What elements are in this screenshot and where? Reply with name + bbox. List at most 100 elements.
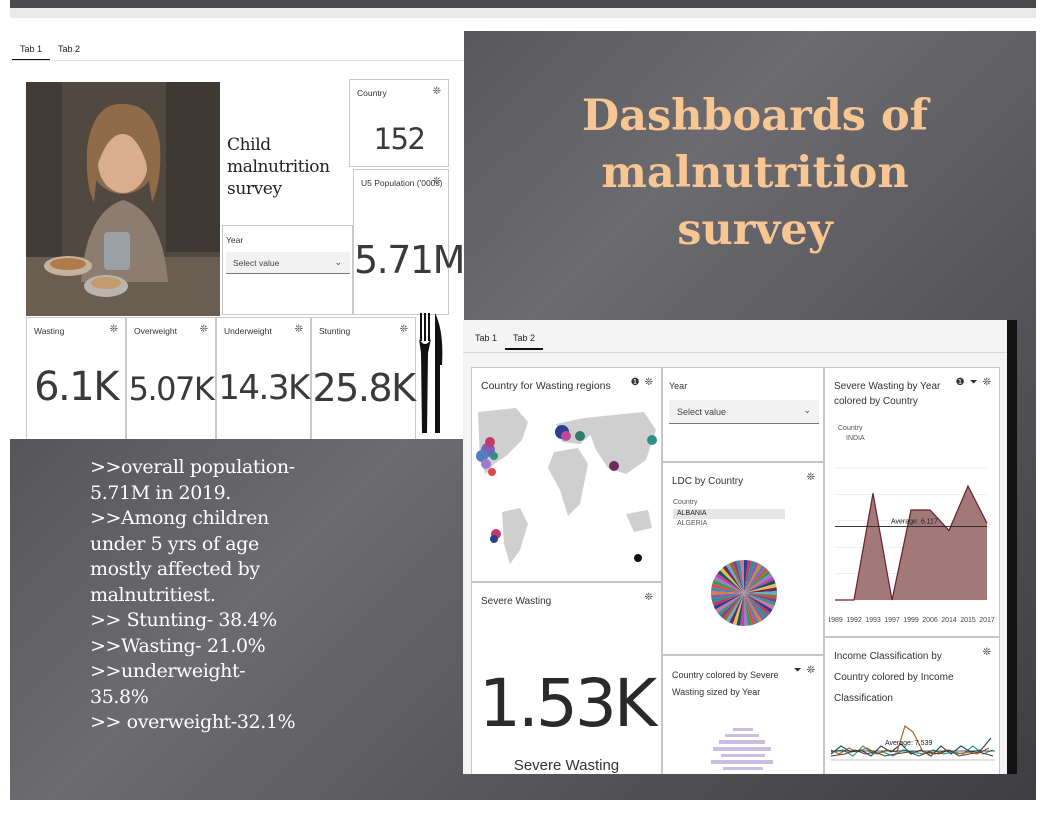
settings-icon[interactable]: ❊ xyxy=(806,472,815,483)
pie-slice[interactable] xyxy=(729,561,744,593)
settings-icon[interactable]: ❊ xyxy=(982,377,991,388)
pie-slice[interactable] xyxy=(744,563,763,593)
pie-slice[interactable] xyxy=(744,576,775,594)
income-classification-panel[interactable]: Income Classification by Country colored… xyxy=(824,637,1000,774)
u5-population-kpi-tile[interactable]: U5 Population ('000s) ❊ 5.71M xyxy=(353,169,464,315)
settings-icon[interactable]: ❊ xyxy=(199,324,208,335)
tab-2[interactable]: Tab 2 xyxy=(58,44,81,54)
legend-item-algeria[interactable]: ALGERIA xyxy=(677,520,708,527)
pie-slice[interactable] xyxy=(744,593,752,626)
word-cloud[interactable] xyxy=(693,726,793,774)
legend-item-albania[interactable]: ALBANIA xyxy=(673,509,785,519)
pie-slice[interactable] xyxy=(713,593,744,610)
country-kpi-tile[interactable]: Country ❊ 152 xyxy=(349,79,449,167)
pie-slice[interactable] xyxy=(722,593,744,621)
pie-slice[interactable] xyxy=(744,593,756,626)
tab-2[interactable]: Tab 2 xyxy=(505,330,544,350)
pie-slice[interactable] xyxy=(744,567,769,593)
area-india[interactable] xyxy=(835,486,987,600)
pie-slice[interactable] xyxy=(744,593,776,607)
pie-slice[interactable] xyxy=(711,583,744,593)
pie-slice[interactable] xyxy=(712,593,744,607)
settings-icon[interactable]: ❊ xyxy=(806,665,815,676)
year-select[interactable]: Select value ⌄ xyxy=(669,400,819,424)
pie-slice[interactable] xyxy=(744,593,766,621)
pie-slice[interactable] xyxy=(740,593,744,626)
pie-slice[interactable] xyxy=(744,573,773,593)
severe-wasting-by-year-panel[interactable]: Severe Wasting by Year colored by Countr… xyxy=(824,367,1000,637)
legend-item-india[interactable]: INDIA xyxy=(846,435,865,442)
filter-icon[interactable]: ⏷ xyxy=(793,665,802,676)
pie-slice[interactable] xyxy=(712,579,744,593)
settings-icon[interactable]: ❊ xyxy=(294,324,303,335)
severe-wasting-kpi-panel[interactable]: Severe Wasting ❊ 1.53K Severe Wasting xyxy=(471,582,662,774)
pie-slice[interactable] xyxy=(711,593,744,599)
overweight-kpi-tile[interactable]: Overweight ❊ 5.07K xyxy=(126,317,216,439)
pie-slice[interactable] xyxy=(744,561,759,593)
pie-slice[interactable] xyxy=(725,563,744,593)
pie-slice[interactable] xyxy=(732,593,744,626)
pie-slice[interactable] xyxy=(744,593,775,610)
pie-slice[interactable] xyxy=(711,587,744,593)
settings-icon[interactable]: ❊ xyxy=(109,324,118,335)
pie-slice[interactable] xyxy=(744,579,776,593)
pie-slice[interactable] xyxy=(744,560,748,593)
settings-icon[interactable]: ❊ xyxy=(399,324,408,335)
pie-slice[interactable] xyxy=(722,565,744,593)
pie-slice[interactable] xyxy=(732,560,744,593)
line-india[interactable] xyxy=(835,484,988,601)
year-select[interactable]: Select value ⌄ xyxy=(226,252,350,274)
pie-slice[interactable] xyxy=(736,560,744,593)
pie-slice[interactable] xyxy=(736,593,744,626)
pie-slice[interactable] xyxy=(715,593,744,613)
underweight-kpi-tile[interactable]: Underweight ❊ 14.3K xyxy=(216,317,311,439)
pie-slice[interactable] xyxy=(713,576,744,594)
pie-slice[interactable] xyxy=(744,565,766,593)
pie-slice[interactable] xyxy=(744,593,748,626)
settings-icon[interactable]: ❊ xyxy=(644,592,653,603)
pie-slice[interactable] xyxy=(719,567,744,593)
pie-slice[interactable] xyxy=(744,560,752,593)
info-icon[interactable]: ❶ xyxy=(630,377,640,388)
pie-slice[interactable] xyxy=(744,593,777,599)
tab-1[interactable]: Tab 1 xyxy=(475,333,498,343)
info-icon[interactable]: ❶ xyxy=(955,377,965,388)
settings-icon[interactable]: ❊ xyxy=(432,86,441,97)
pie-slice[interactable] xyxy=(744,593,769,619)
pie-slice[interactable] xyxy=(717,593,744,616)
pie-slice[interactable] xyxy=(744,593,763,623)
income-line-chart[interactable]: Average: 7.539 xyxy=(831,716,995,772)
pie-slice[interactable] xyxy=(744,593,759,625)
pie-slice[interactable] xyxy=(719,593,744,619)
stunting-kpi-value: 25.8K xyxy=(312,366,416,410)
filter-icon[interactable]: ⏷ xyxy=(969,377,978,388)
wordcloud-panel[interactable]: Country colored by Severe Wasting sized … xyxy=(662,655,824,774)
pie-slice[interactable] xyxy=(744,583,777,593)
tab-1[interactable]: Tab 1 xyxy=(12,41,51,61)
wasting-kpi-tile[interactable]: Wasting ❊ 6.1K xyxy=(26,317,126,439)
pie-slice[interactable] xyxy=(711,593,744,603)
settings-icon[interactable]: ❊ xyxy=(644,377,653,388)
pie-slice[interactable] xyxy=(744,593,771,616)
overweight-kpi-label: Overweight xyxy=(134,326,177,336)
pie-slice[interactable] xyxy=(744,570,771,593)
pie-slice[interactable] xyxy=(729,593,744,625)
pie-slice[interactable] xyxy=(744,560,756,593)
settings-icon[interactable]: ❊ xyxy=(432,176,441,187)
pie-slice[interactable] xyxy=(711,591,744,595)
pie-slice[interactable] xyxy=(744,591,777,595)
ldc-by-country-panel[interactable]: LDC by Country ❊ Country ALBANIA ALGERIA xyxy=(662,462,824,655)
settings-icon[interactable]: ❊ xyxy=(982,647,991,658)
ldc-pie-chart[interactable] xyxy=(709,541,779,645)
pie-slice[interactable] xyxy=(744,593,777,603)
pie-slice[interactable] xyxy=(725,593,744,623)
pie-slice[interactable] xyxy=(744,593,773,613)
world-map[interactable] xyxy=(476,404,658,574)
stunting-kpi-tile[interactable]: Stunting ❊ 25.8K xyxy=(311,317,416,439)
wasting-map-panel[interactable]: Country for Wasting regions ❶ ❊ xyxy=(471,367,662,582)
pie-slice[interactable] xyxy=(715,573,744,593)
pie-slice[interactable] xyxy=(717,570,744,593)
pie-slice[interactable] xyxy=(740,560,744,593)
pie-slice[interactable] xyxy=(744,587,777,593)
